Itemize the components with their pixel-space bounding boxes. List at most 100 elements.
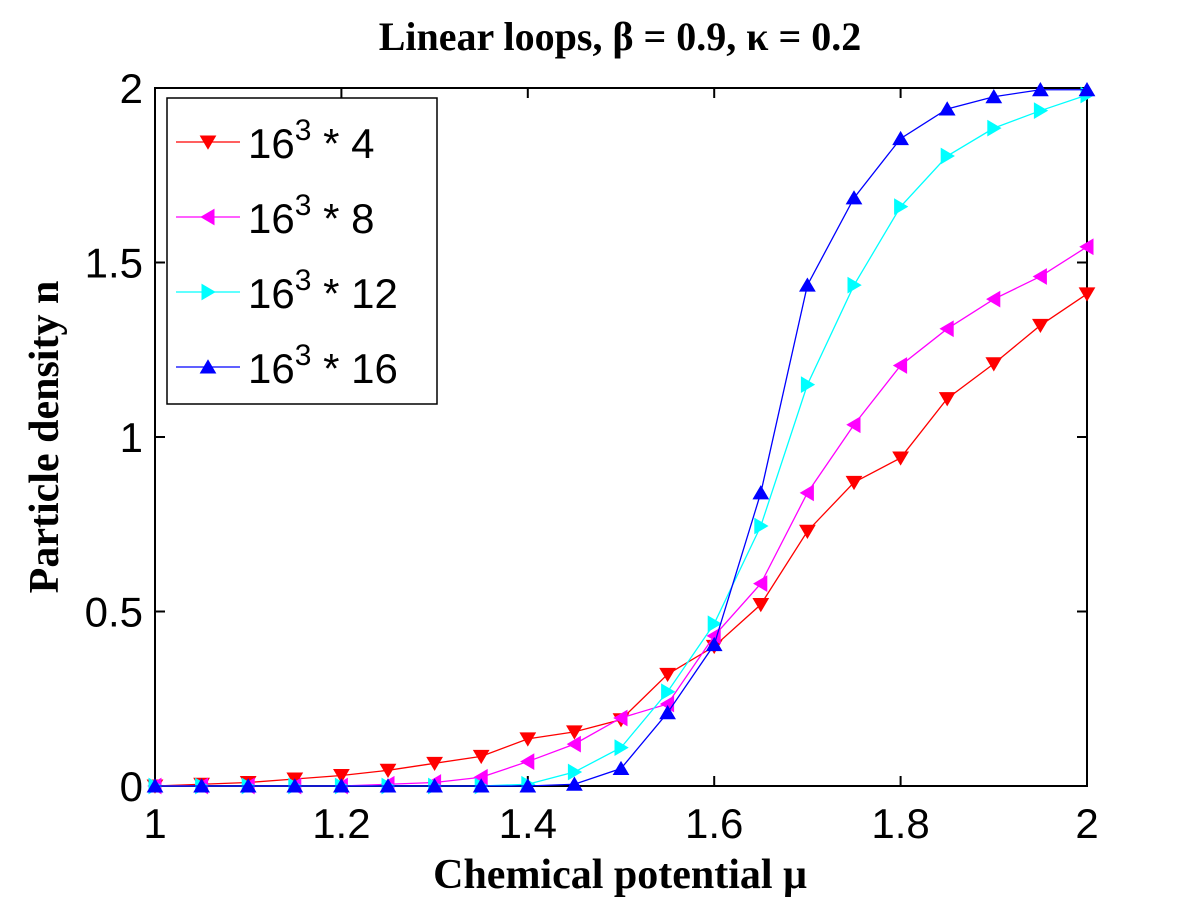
data-point-marker (1078, 287, 1096, 302)
legend-marker-sample (199, 359, 217, 374)
data-point-marker (1032, 82, 1049, 97)
data-point-marker (612, 760, 630, 776)
y-tick-label: 2 (120, 65, 143, 112)
legend-label-exponent: 3 (295, 189, 312, 222)
y-axis-label: Particle density n (22, 281, 68, 594)
data-point-marker (146, 778, 164, 793)
legend-label-rest: * 8 (311, 195, 374, 242)
x-tick-label: 1.2 (312, 800, 370, 847)
data-point-marker (379, 778, 397, 793)
legend-marker-sample (199, 135, 217, 150)
data-point-marker (426, 778, 443, 793)
data-point-marker (845, 475, 863, 491)
legend-label: 163 * 12 (248, 264, 398, 317)
data-point-marker (1079, 238, 1094, 256)
y-tick-label: 1 (120, 414, 143, 461)
data-point-marker (566, 725, 583, 740)
legend-item: 163 * 4 (176, 114, 374, 167)
data-point-marker (519, 732, 537, 747)
data-point-marker (426, 756, 443, 772)
x-tick-label: 1.8 (871, 800, 929, 847)
data-point-marker (752, 485, 770, 500)
chart-title: Linear loops, β = 0.9, κ = 0.2 (379, 14, 862, 59)
legend-label-exponent: 3 (295, 114, 312, 147)
legend-label-base: 16 (248, 195, 295, 242)
series-layer (146, 82, 1096, 795)
data-point-marker (938, 392, 956, 407)
data-point-marker (286, 778, 304, 793)
legend-marker-sample (200, 208, 215, 226)
data-point-marker (799, 277, 816, 292)
data-point-marker (239, 778, 257, 793)
data-point-marker (800, 376, 816, 394)
data-point-marker (661, 683, 676, 701)
data-point-marker (892, 451, 909, 466)
data-point-marker (193, 778, 210, 793)
data-point-marker (472, 749, 490, 765)
data-point-marker (799, 484, 814, 502)
data-point-marker (754, 517, 769, 535)
data-point-marker (985, 88, 1003, 104)
data-point-marker (892, 130, 909, 146)
data-point-marker (753, 575, 768, 592)
axes: 1 1.2 1.4 1.6 1.8 2 0 0.5 1 1.5 2 (85, 65, 1099, 847)
data-point-marker (614, 739, 629, 756)
x-tick-label: 1.6 (685, 800, 743, 847)
x-tick-label: 2 (1075, 800, 1098, 847)
data-point-marker (892, 357, 908, 374)
data-point-marker (1032, 318, 1049, 334)
data-point-marker (894, 198, 909, 216)
legend-label: 163 * 4 (248, 114, 374, 167)
legend-item: 163 * 16 (176, 339, 398, 392)
data-point-marker (613, 709, 628, 727)
data-point-marker (1032, 268, 1047, 285)
data-point-marker (1078, 82, 1096, 97)
legend-label-rest: * 16 (311, 345, 397, 392)
data-point-marker (939, 320, 954, 338)
legend-label-exponent: 3 (295, 264, 312, 297)
data-point-marker (845, 190, 863, 205)
data-point-marker (752, 598, 770, 613)
data-point-marker (333, 778, 350, 793)
legend-label: 163 * 8 (248, 189, 374, 242)
data-point-marker (519, 778, 537, 793)
series-3 (146, 82, 1096, 793)
data-point-marker (938, 101, 956, 116)
legend-label-rest: * 4 (311, 120, 374, 167)
legend-label-base: 16 (248, 270, 295, 317)
data-point-marker (566, 776, 583, 791)
y-tick-label: 0.5 (85, 589, 143, 636)
data-point-marker (847, 276, 862, 294)
data-point-marker (659, 704, 676, 720)
data-point-marker (707, 615, 722, 633)
legend-item: 163 * 12 (176, 264, 398, 317)
data-point-marker (986, 290, 1001, 308)
legend-label-base: 16 (248, 120, 295, 167)
legend-marker-sample (201, 283, 216, 301)
y-tick-label: 0 (120, 763, 143, 810)
legend-box (166, 97, 438, 405)
x-tick-label: 1.4 (499, 800, 557, 847)
data-point-marker (472, 778, 490, 793)
legend-label-exponent: 3 (295, 339, 312, 372)
data-point-marker (1033, 102, 1049, 120)
data-point-marker (567, 763, 583, 781)
data-point-marker (379, 763, 397, 779)
y-tick-label: 1.5 (85, 240, 143, 287)
legend-label-rest: * 12 (311, 270, 397, 317)
x-tick-label: 1 (143, 800, 166, 847)
data-point-marker (987, 119, 1002, 137)
data-point-marker (705, 636, 723, 652)
data-point-marker (659, 667, 676, 683)
data-point-marker (566, 735, 581, 753)
x-axis-label: Chemical potential μ (433, 852, 807, 898)
data-point-marker (520, 753, 535, 770)
legend-label: 163 * 16 (248, 339, 398, 392)
legend-label-base: 16 (248, 345, 295, 392)
data-point-marker (333, 769, 350, 784)
data-point-marker (985, 357, 1003, 372)
data-point-marker (846, 416, 861, 434)
data-point-marker (940, 147, 955, 165)
